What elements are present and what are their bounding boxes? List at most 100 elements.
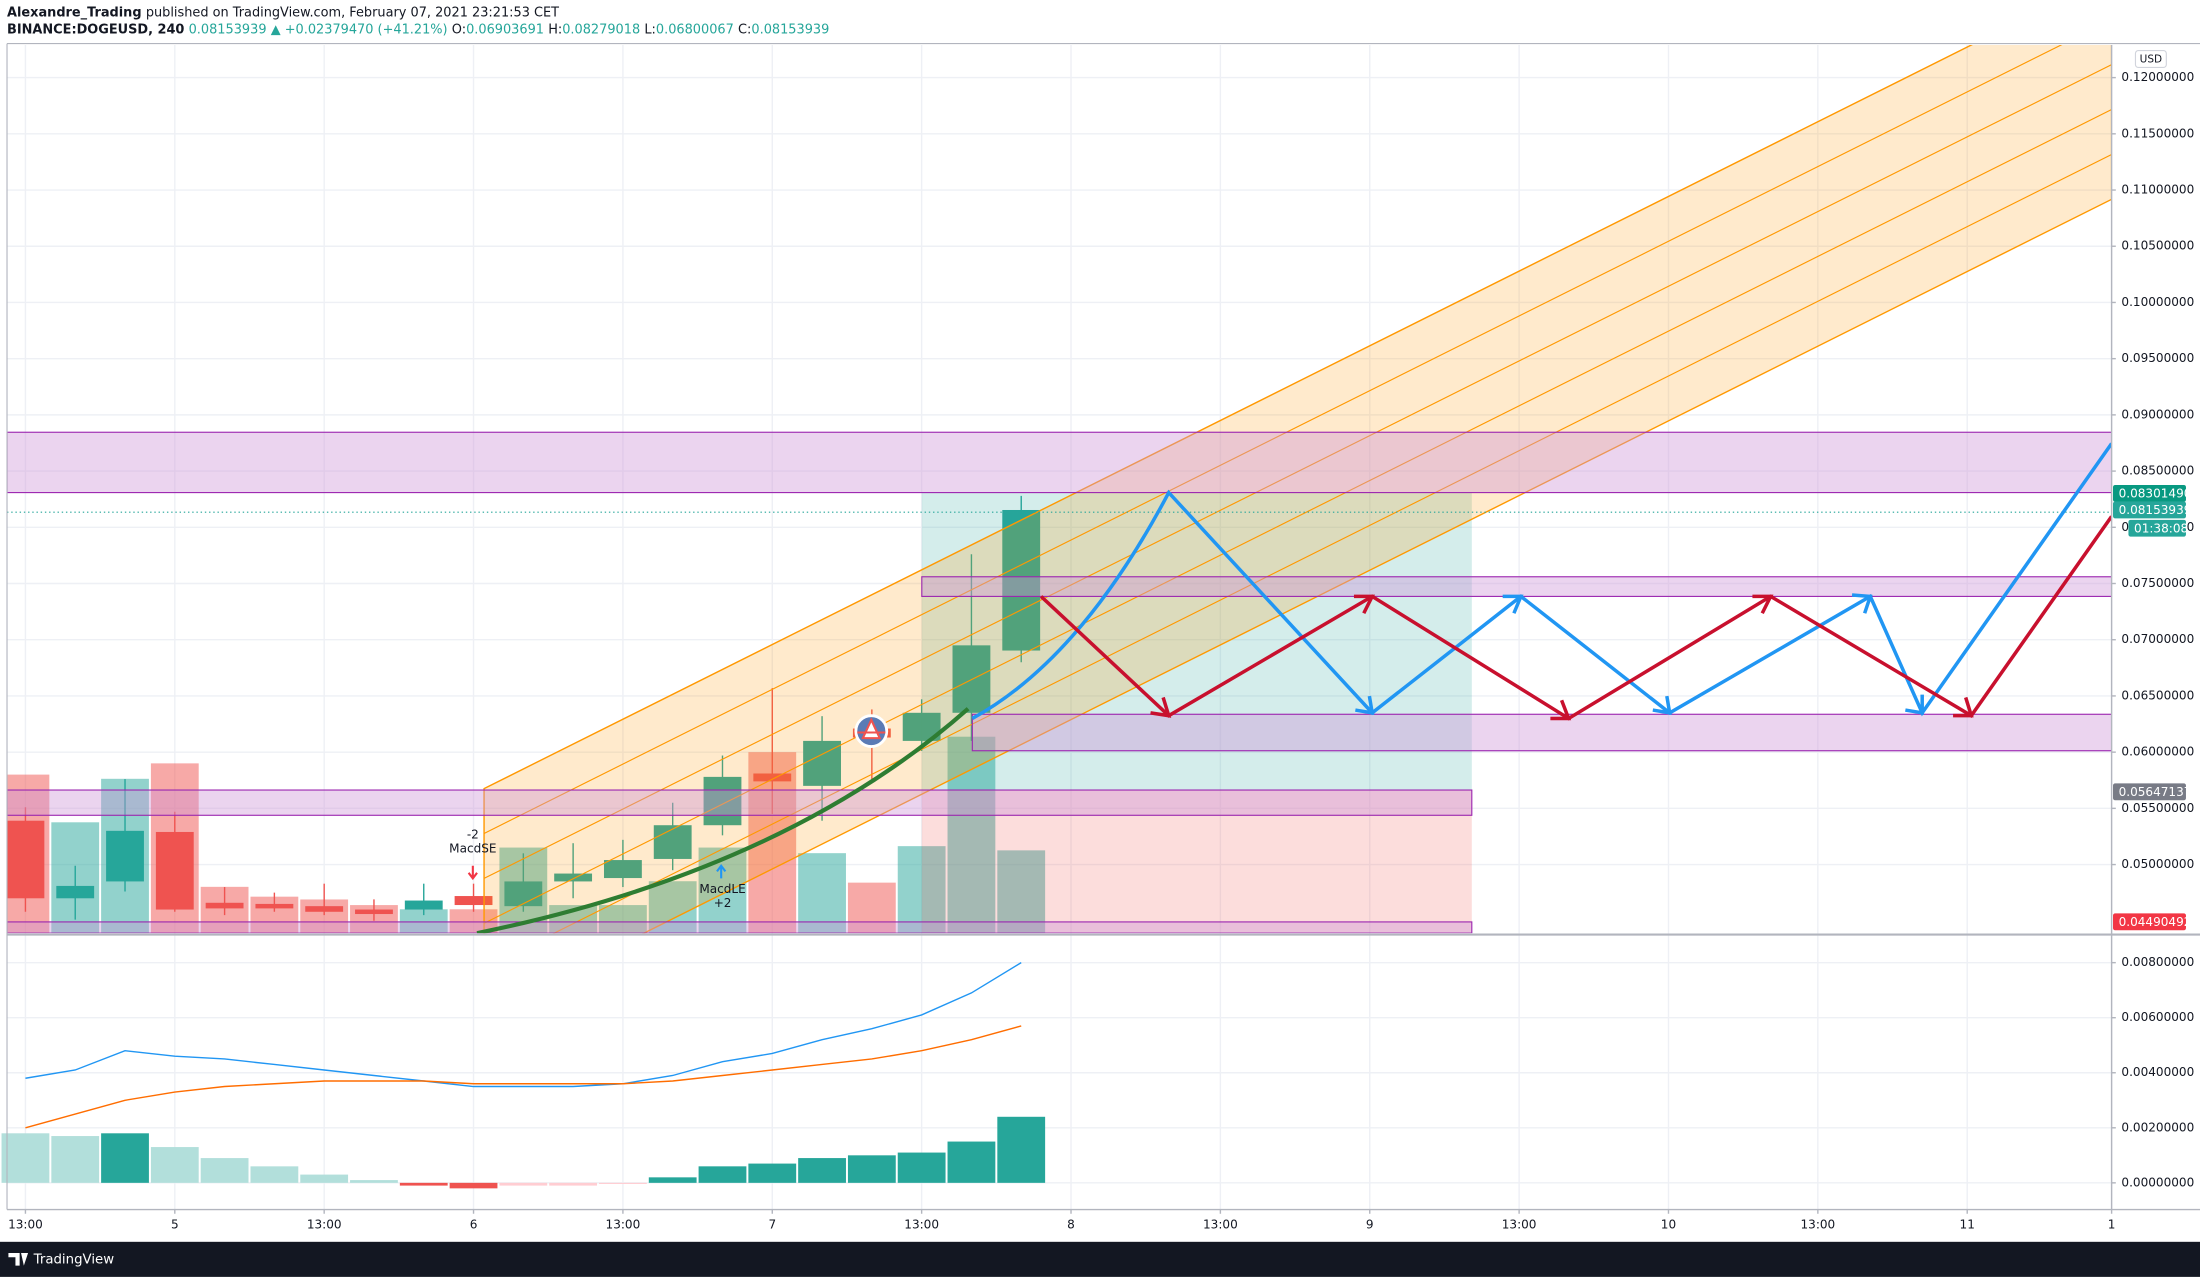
y-tick-label: 0.11500000 [2121, 126, 2194, 140]
price-label-box [2113, 484, 2186, 502]
histogram-bar [648, 1177, 697, 1183]
fib-channel [483, 45, 2112, 934]
currency: USD [2140, 54, 2162, 66]
candle-body [454, 896, 493, 906]
y-tick-label: 0.00400000 [2121, 1065, 2194, 1079]
footer-bar [0, 1241, 2200, 1277]
price-label-box [2113, 913, 2186, 931]
histogram-bar [1, 1133, 50, 1183]
change: ▲ +0.02379470 (+41.21%) [271, 22, 448, 37]
x-tick-label: 11 [1960, 1217, 1975, 1231]
c: 0.08153939 [751, 22, 829, 37]
histogram-bar [997, 1116, 1046, 1183]
candle-body [205, 902, 244, 909]
histogram-bar [798, 1158, 846, 1183]
y-tick-label: 0.06500000 [2121, 688, 2194, 702]
footer-brand[interactable]: TradingView [33, 1252, 115, 1267]
author: Alexandre_Trading [7, 5, 142, 20]
y-tick-label: 0.00800000 [2121, 955, 2194, 969]
histogram-bar [449, 1182, 498, 1189]
price-label: 0.08301490 [2119, 487, 2192, 501]
volume-bar [847, 882, 896, 934]
volume-bar [648, 881, 697, 934]
red-arrowheads [1150, 594, 1974, 721]
x-tick-label: 1 [2108, 1217, 2116, 1231]
histogram-bar [200, 1158, 249, 1183]
x-tick-label: 9 [1366, 1217, 1374, 1231]
candle-body [404, 900, 443, 910]
macd [1, 962, 1046, 1189]
curve [476, 707, 970, 934]
published: published on TradingView.com, February 0… [146, 5, 559, 20]
c-label: C: [738, 22, 751, 37]
histogram-bar [748, 1163, 797, 1183]
y-tick-label: 0.00200000 [2121, 1120, 2194, 1134]
annotation: +2 [714, 896, 732, 910]
y-tick-label: 0.11000000 [2121, 183, 2194, 197]
last: 0.08153939 [189, 22, 267, 37]
fib-line [483, 109, 2112, 924]
y-tick-label: 0.07500000 [2121, 576, 2194, 590]
candle-body [703, 776, 742, 826]
blue-arrowheads [1355, 593, 1924, 715]
x-tick-label: 13:00 [1502, 1217, 1537, 1231]
annotation: MacdSE [449, 841, 496, 855]
candle-body [1002, 509, 1041, 651]
h-label: H: [548, 22, 562, 37]
y-tick-label: 0.08500000 [2121, 464, 2194, 478]
histogram-bar [847, 1155, 896, 1183]
fib-line [483, 64, 2112, 879]
short-arrow [467, 865, 478, 881]
price-label-box [2113, 783, 2186, 801]
l-label: L: [644, 22, 656, 37]
y-tick-label: 0.06000000 [2121, 745, 2194, 759]
volume-bar [897, 846, 946, 934]
x-tick-label: 13:00 [1800, 1217, 1835, 1231]
zone [921, 576, 2112, 597]
x-tick-label: 7 [768, 1217, 776, 1231]
volume-bar [449, 909, 498, 934]
drawings [7, 45, 2112, 934]
histogram-bar [599, 1182, 647, 1184]
price-label: 0.05647137 [2119, 785, 2192, 799]
icon-glyph [857, 717, 886, 740]
histogram-bar [101, 1133, 149, 1183]
y-tick-label: 0.05500000 [2121, 801, 2194, 815]
zone [7, 431, 2112, 494]
histogram-bar [499, 1182, 548, 1186]
zone [971, 713, 2112, 752]
candle-body [554, 873, 593, 882]
price-label-box [2113, 501, 2186, 519]
histogram-bar [549, 1182, 598, 1186]
histogram-bar [897, 1152, 946, 1183]
candle-body [155, 831, 194, 910]
macd-line [25, 962, 1022, 1088]
candle-body [106, 830, 144, 882]
volume-bar [997, 850, 1046, 934]
volume-bar [399, 909, 448, 934]
histogram-bar [250, 1166, 299, 1183]
y-tick-label: 0.00600000 [2121, 1010, 2194, 1024]
candle-body [56, 885, 95, 899]
logo [8, 1253, 29, 1266]
countdown: 01:38:08 [2134, 521, 2188, 535]
y-tick-label: 0.10500000 [2121, 239, 2194, 253]
countdown-box [2128, 519, 2186, 537]
x-tick-label: 13:00 [8, 1217, 43, 1231]
y-tick-label: 0.09500000 [2121, 351, 2194, 365]
candle-body [653, 825, 692, 859]
annotation: MacdLE [699, 882, 745, 896]
grid [7, 45, 2113, 1210]
x-tick-label: 8 [1067, 1217, 1075, 1231]
histogram-bar [150, 1147, 199, 1183]
long-arrow [716, 864, 727, 879]
histogram-bar [300, 1174, 349, 1183]
x-tick-label: 6 [470, 1217, 478, 1231]
blue-path [971, 442, 2112, 721]
zone [7, 921, 1473, 934]
symbol-line: BINANCE:DOGEUSD, 240 0.08153939 ▲ +0.02379… [7, 22, 829, 37]
y-tick-label: 0.00000000 [2121, 1175, 2194, 1189]
